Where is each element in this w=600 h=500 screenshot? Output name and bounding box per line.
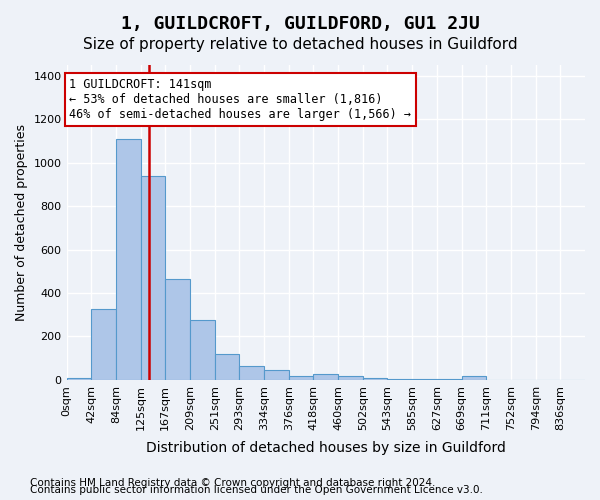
Bar	[140, 176, 165, 380]
Bar	[116, 139, 140, 380]
Bar	[437, 379, 461, 380]
Bar	[289, 376, 313, 380]
X-axis label: Distribution of detached houses by size in Guildford: Distribution of detached houses by size …	[146, 441, 506, 455]
Bar	[190, 320, 215, 380]
Bar	[165, 279, 190, 380]
Bar	[239, 366, 264, 380]
Text: Size of property relative to detached houses in Guildford: Size of property relative to detached ho…	[83, 38, 517, 52]
Text: 1, GUILDCROFT, GUILDFORD, GU1 2JU: 1, GUILDCROFT, GUILDFORD, GU1 2JU	[121, 15, 479, 33]
Bar	[461, 376, 486, 380]
Bar	[363, 378, 388, 380]
Text: Contains HM Land Registry data © Crown copyright and database right 2024.: Contains HM Land Registry data © Crown c…	[30, 478, 436, 488]
Y-axis label: Number of detached properties: Number of detached properties	[15, 124, 28, 321]
Bar	[91, 310, 116, 380]
Bar	[388, 379, 412, 380]
Bar	[412, 379, 437, 380]
Bar	[338, 376, 363, 380]
Bar	[313, 374, 338, 380]
Text: 1 GUILDCROFT: 141sqm
← 53% of detached houses are smaller (1,816)
46% of semi-de: 1 GUILDCROFT: 141sqm ← 53% of detached h…	[70, 78, 412, 121]
Bar	[67, 378, 91, 380]
Text: Contains public sector information licensed under the Open Government Licence v3: Contains public sector information licen…	[30, 485, 483, 495]
Bar	[215, 354, 239, 380]
Bar	[264, 370, 289, 380]
